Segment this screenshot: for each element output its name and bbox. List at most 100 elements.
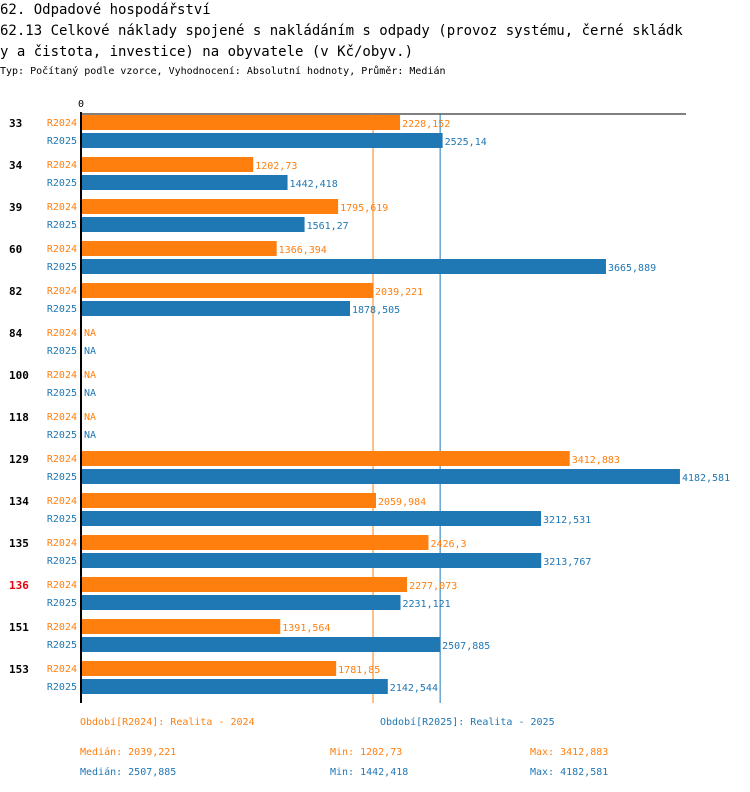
- series-label: R2025: [47, 388, 77, 399]
- series-label: R2024: [47, 580, 77, 591]
- category-label: 84: [9, 327, 23, 340]
- category-label: 34: [9, 159, 23, 172]
- chart-title-line1: 62.13 Celkové náklady spojené s nakládán…: [0, 23, 683, 39]
- data-label: 1202,73: [255, 161, 297, 172]
- series-label: R2024: [47, 118, 77, 129]
- section-title: 62. Odpadové hospodářství: [0, 2, 211, 18]
- na-label: NA: [84, 328, 96, 339]
- category-label: 135: [9, 537, 29, 550]
- data-label: 2142,544: [390, 683, 438, 694]
- bar-r2025: [82, 679, 388, 694]
- series-label: R2025: [47, 472, 77, 483]
- category-label: 134: [9, 495, 29, 508]
- bar-r2025: [82, 469, 680, 484]
- stat-r2025-min: Min: 1442,418: [330, 767, 409, 778]
- series-label: R2025: [47, 178, 77, 189]
- bar-r2025: [82, 511, 542, 526]
- na-label: NA: [84, 430, 96, 441]
- category-label: 153: [9, 663, 29, 676]
- bar-r2024: [82, 661, 337, 676]
- series-label: R2024: [47, 286, 77, 297]
- series-label: R2024: [47, 202, 77, 213]
- x-tick-label-0: 0: [78, 99, 84, 110]
- stat-r2024-median: Medián: 2039,221: [80, 747, 177, 758]
- category-label: 82: [9, 285, 22, 298]
- series-label: R2025: [47, 346, 77, 357]
- data-label: 2039,221: [375, 287, 423, 298]
- bar-r2025: [82, 637, 441, 652]
- data-label: 3412,883: [572, 455, 620, 466]
- series-label: R2024: [47, 454, 77, 465]
- series-label: R2025: [47, 136, 77, 147]
- series-label: R2025: [47, 304, 77, 315]
- chart-title-line2: y a čistota, investice) na obyvatele (v …: [0, 44, 414, 60]
- data-label: 1781,85: [338, 665, 380, 676]
- series-label: R2024: [47, 622, 77, 633]
- chart-subtitle: Typ: Počítaný podle vzorce, Vyhodnocení:…: [0, 66, 446, 77]
- series-label: R2024: [47, 412, 77, 423]
- bar-r2024: [82, 157, 254, 172]
- bar-r2024: [82, 199, 339, 214]
- data-label: 4182,581: [682, 473, 730, 484]
- bar-r2025: [82, 595, 401, 610]
- data-label: 2426,3: [430, 539, 466, 550]
- bar-r2024: [82, 619, 281, 634]
- legend-r2024: Období[R2024]: Realita - 2024: [80, 717, 255, 728]
- series-label: R2024: [47, 160, 77, 171]
- series-label: R2025: [47, 220, 77, 231]
- stat-r2024-min: Min: 1202,73: [330, 747, 403, 758]
- data-label: 2231,121: [402, 599, 450, 610]
- na-label: NA: [84, 346, 96, 357]
- series-label: R2025: [47, 556, 77, 567]
- stat-r2024-max: Max: 3412,883: [530, 747, 609, 758]
- bar-r2025: [82, 175, 288, 190]
- category-label: 151: [9, 621, 29, 634]
- data-label: 3212,531: [543, 515, 591, 526]
- bar-r2024: [82, 493, 376, 508]
- series-label: R2025: [47, 640, 77, 651]
- bar-r2025: [82, 217, 305, 232]
- series-label: R2024: [47, 496, 77, 507]
- series-label: R2025: [47, 430, 77, 441]
- series-label: R2024: [47, 328, 77, 339]
- series-label: R2025: [47, 682, 77, 693]
- data-label: 1366,394: [279, 245, 327, 256]
- series-label: R2025: [47, 598, 77, 609]
- category-label: 60: [9, 243, 22, 256]
- series-label: R2025: [47, 262, 77, 273]
- bar-r2024: [82, 577, 408, 592]
- series-label: R2025: [47, 514, 77, 525]
- category-label: 118: [9, 411, 29, 424]
- data-label: 2059,984: [378, 497, 426, 508]
- stat-r2025-median: Medián: 2507,885: [80, 767, 177, 778]
- bar-r2025: [82, 553, 542, 568]
- series-label: R2024: [47, 244, 77, 255]
- category-label: 39: [9, 201, 22, 214]
- data-label: 1442,418: [290, 179, 338, 190]
- data-label: 1878,505: [352, 305, 400, 316]
- data-label: 3665,889: [608, 263, 656, 274]
- series-label: R2024: [47, 664, 77, 675]
- na-label: NA: [84, 388, 96, 399]
- category-label: 129: [9, 453, 29, 466]
- data-label: 1795,619: [340, 203, 388, 214]
- legend-r2025: Období[R2025]: Realita - 2025: [380, 717, 555, 728]
- bar-r2025: [82, 259, 606, 274]
- series-label: R2024: [47, 370, 77, 381]
- data-label: 2277,073: [409, 581, 457, 592]
- data-label: 2228,152: [402, 119, 450, 130]
- na-label: NA: [84, 370, 96, 381]
- bar-r2025: [82, 301, 351, 316]
- data-label: 3213,767: [543, 557, 591, 568]
- bar-r2024: [82, 451, 570, 466]
- data-label: 2525,14: [445, 137, 487, 148]
- category-label: 33: [9, 117, 22, 130]
- bar-r2024: [82, 241, 277, 256]
- bar-r2024: [82, 115, 401, 130]
- data-label: 2507,885: [442, 641, 490, 652]
- data-label: 1391,564: [282, 623, 330, 634]
- bar-r2024: [82, 283, 374, 298]
- category-label: 100: [9, 369, 29, 382]
- bar-r2025: [82, 133, 443, 148]
